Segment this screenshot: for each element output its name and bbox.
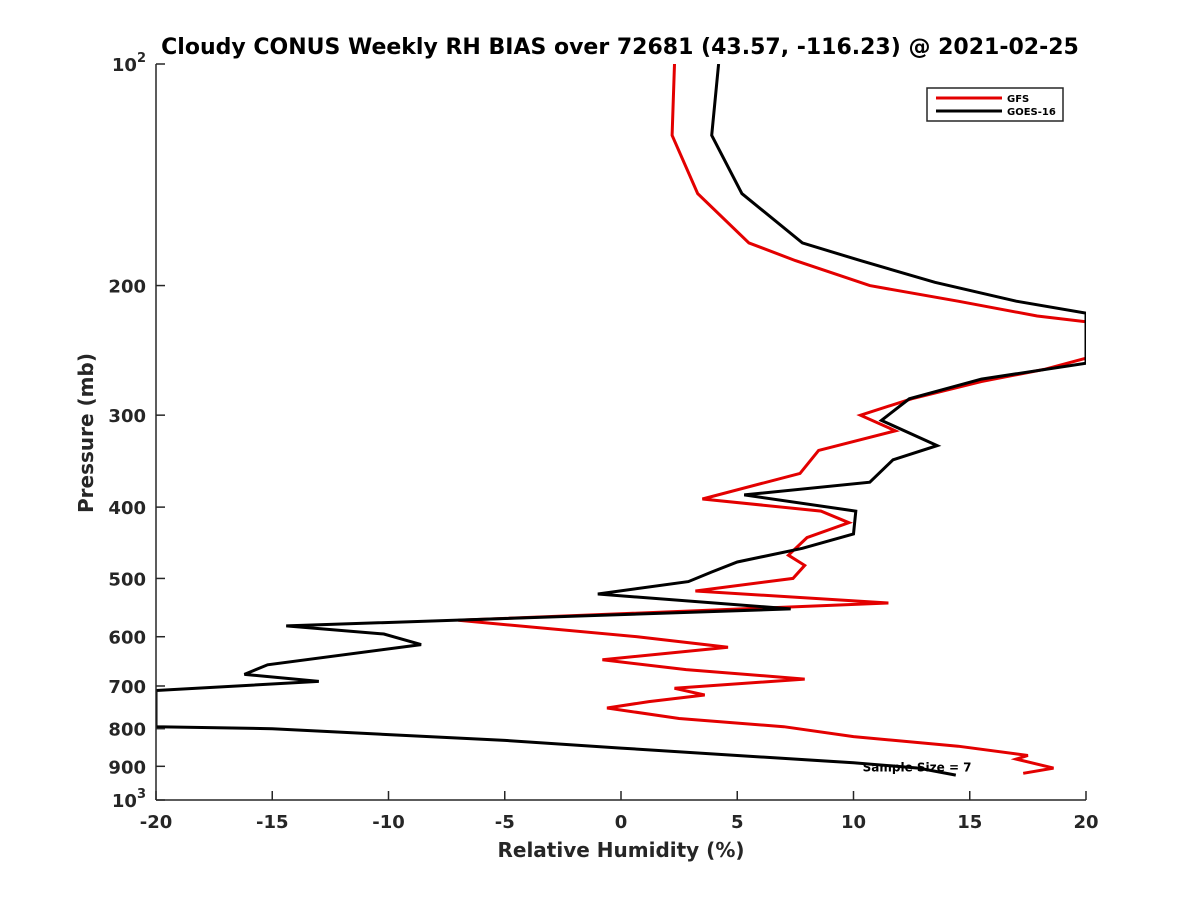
legend-label: GFS <box>1007 94 1029 105</box>
plot-area <box>155 64 1086 801</box>
y-tick-base: 800 <box>108 720 146 741</box>
series-line-gfs <box>458 64 1086 775</box>
y-tick-base: 10 <box>112 55 137 76</box>
y-tick-label: 600 <box>108 628 146 649</box>
x-tick-label: 20 <box>1073 812 1098 833</box>
x-tick-label: -10 <box>372 812 405 833</box>
x-tick-label: 5 <box>731 812 744 833</box>
x-tick-label: 15 <box>957 812 982 833</box>
y-axis-title: Pressure (mb) <box>74 353 98 513</box>
x-tick-label: 10 <box>841 812 866 833</box>
legend: GFS GOES-16 <box>926 87 1064 122</box>
y-tick-base: 10 <box>112 791 137 812</box>
y-tick-base: 500 <box>108 569 146 590</box>
y-tick-label: 700 <box>108 677 146 698</box>
x-tick-label: -5 <box>495 812 515 833</box>
y-tick-exponent: 3 <box>137 787 146 802</box>
y-tick-label: 900 <box>108 757 146 778</box>
x-tick-label: 0 <box>615 812 628 833</box>
x-tick-label: -15 <box>256 812 289 833</box>
y-tick-label: 103 <box>112 787 146 812</box>
y-tick-base: 700 <box>108 677 146 698</box>
y-tick-exponent: 2 <box>137 51 146 66</box>
y-tick-base: 200 <box>108 277 146 298</box>
x-tick-label: -20 <box>140 812 173 833</box>
y-tick-base: 900 <box>108 757 146 778</box>
y-tick-label: 300 <box>108 406 146 427</box>
y-tick-base: 400 <box>108 498 146 519</box>
y-tick-base: 300 <box>108 406 146 427</box>
y-tick-label: 200 <box>108 277 146 298</box>
x-axis: -20 -15 -10 -5 0 5 10 15 20 <box>140 791 1099 833</box>
y-tick-label: 800 <box>108 720 146 741</box>
legend-box <box>926 87 1064 122</box>
series-group <box>156 64 1086 777</box>
y-tick-base: 600 <box>108 628 146 649</box>
series-line-goes-16 <box>156 64 1086 777</box>
y-tick-label: 500 <box>108 569 146 590</box>
chart-title: Cloudy CONUS Weekly RH BIAS over 72681 (… <box>161 35 1079 60</box>
legend-label: GOES-16 <box>1007 107 1056 118</box>
y-tick-label: 400 <box>108 498 146 519</box>
sample-size-annotation: Sample Size = 7 <box>863 760 972 774</box>
y-tick-label: 102 <box>112 51 146 76</box>
x-axis-title: Relative Humidity (%) <box>497 838 744 862</box>
